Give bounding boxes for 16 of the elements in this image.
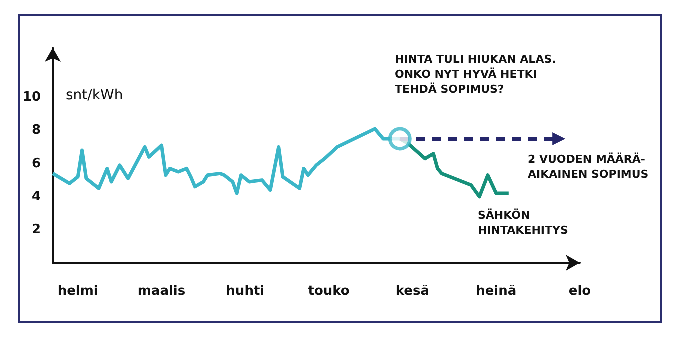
x-tick-label: touko xyxy=(308,284,350,299)
y-axis-title: snt/kWh xyxy=(66,88,124,104)
x-tick-label: elo xyxy=(568,284,592,299)
x-tick-label: kesä xyxy=(396,284,430,299)
y-tick-label: 2 xyxy=(32,222,41,238)
x-tick-label: helmi xyxy=(58,284,98,299)
y-tick-label: 10 xyxy=(22,90,41,106)
x-tick-label: huhti xyxy=(226,284,265,299)
x-tick-label: heinä xyxy=(476,284,517,299)
y-tick-label: 6 xyxy=(32,156,41,172)
y-tick-label: 4 xyxy=(32,189,41,204)
annotation: SÄHKÖN HINTAKEHITYS xyxy=(478,208,568,237)
y-tick-label: 8 xyxy=(32,123,41,138)
annotation: HINTA TULI HIUKAN ALAS. ONKO NYT HYVÄ HETKI TEHDÄ SOPIMUS? xyxy=(395,53,556,96)
x-tick-label: maalis xyxy=(138,284,186,299)
annotation: 2 VUODEN MÄÄRÄ- AIKAINEN SOPIMUS xyxy=(528,152,649,181)
